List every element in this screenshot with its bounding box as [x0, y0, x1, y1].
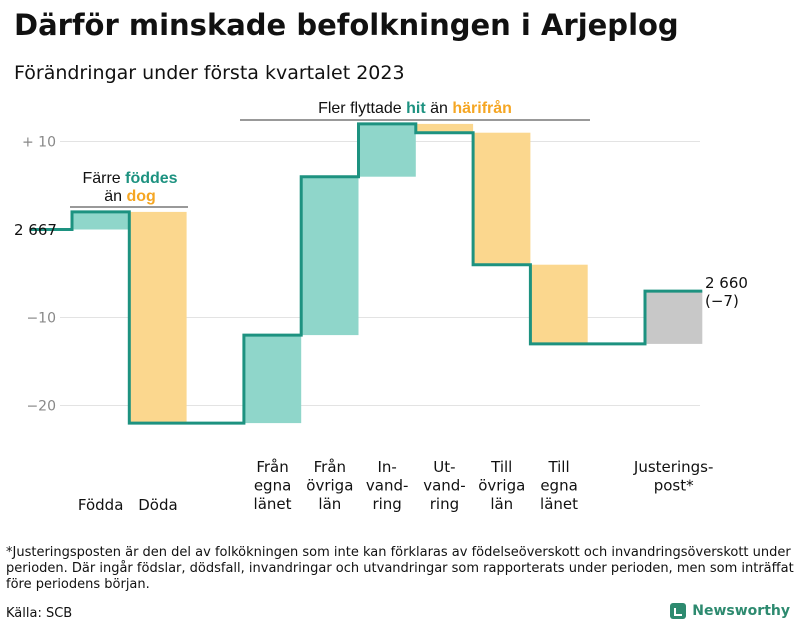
- category-label: Ut-: [433, 458, 455, 476]
- category-label: länet: [254, 495, 292, 513]
- category-label: länet: [540, 495, 578, 513]
- category-label: Till: [490, 458, 512, 476]
- category-label: Från: [314, 458, 346, 476]
- waterfall-bar: [129, 211, 187, 424]
- waterfall-bar: [243, 335, 302, 424]
- migration-annotation: Fler flyttade hit än härifrån: [318, 99, 512, 117]
- bars: [72, 123, 703, 424]
- category-label: vand-: [423, 477, 466, 495]
- end-change-label: (−7): [705, 292, 739, 310]
- y-tick-label: + 10: [22, 135, 56, 151]
- waterfall-bar: [358, 123, 416, 177]
- category-label: post*: [654, 477, 694, 495]
- y-tick-label: −10: [26, 311, 56, 327]
- category-label: Justerings-: [633, 458, 713, 476]
- category-label: ring: [372, 495, 401, 513]
- brand-name: Newsworthy: [692, 603, 790, 619]
- waterfall-bar: [473, 132, 531, 265]
- cumulative-step-line: [30, 122, 703, 425]
- footnote: *Justeringsposten är den del av folkökni…: [6, 545, 794, 592]
- category-label: egna: [254, 477, 291, 495]
- step-line: [30, 122, 703, 425]
- waterfall-chart: + 10−10−20 Födda DödaFrånegnalänetFrånövr…: [14, 99, 748, 514]
- category-label: Födda: [78, 496, 124, 514]
- waterfall-bar: [301, 176, 359, 336]
- category-label: vand-: [366, 477, 409, 495]
- chart-logo-icon: [670, 603, 687, 619]
- waterfall-bar: [415, 123, 474, 133]
- category-label: övriga: [478, 477, 525, 495]
- brand-logo[interactable]: Newsworthy: [670, 603, 790, 619]
- waterfall-bar: [645, 291, 703, 344]
- category-label: egna: [540, 477, 577, 495]
- waterfall-bar: [530, 264, 588, 344]
- category-label: In-: [377, 458, 396, 476]
- category-label: Till: [547, 458, 569, 476]
- y-tick-label: −20: [26, 399, 56, 415]
- category-label: län: [318, 495, 341, 513]
- category-label: ring: [430, 495, 459, 513]
- waterfall-bar: [72, 211, 130, 230]
- source-label: Källa: SCB: [6, 606, 73, 621]
- births-annotation-line2: än dog: [104, 188, 156, 205]
- end-value-label: 2 660: [705, 274, 748, 292]
- category-labels: Födda DödaFrånegnalänetFrånövrigalänIn-va…: [78, 458, 713, 514]
- category-label: län: [490, 495, 513, 513]
- category-label: Döda: [138, 496, 177, 514]
- chart-title: Därför minskade befolkningen i Arjeplog: [14, 8, 679, 42]
- category-label: övriga: [306, 477, 353, 495]
- chart-subtitle: Förändringar under första kvartalet 2023: [14, 62, 405, 84]
- category-label: Från: [256, 458, 288, 476]
- births-annotation-line1: Färre föddes: [82, 170, 177, 187]
- start-value-label: 2 667: [14, 221, 57, 239]
